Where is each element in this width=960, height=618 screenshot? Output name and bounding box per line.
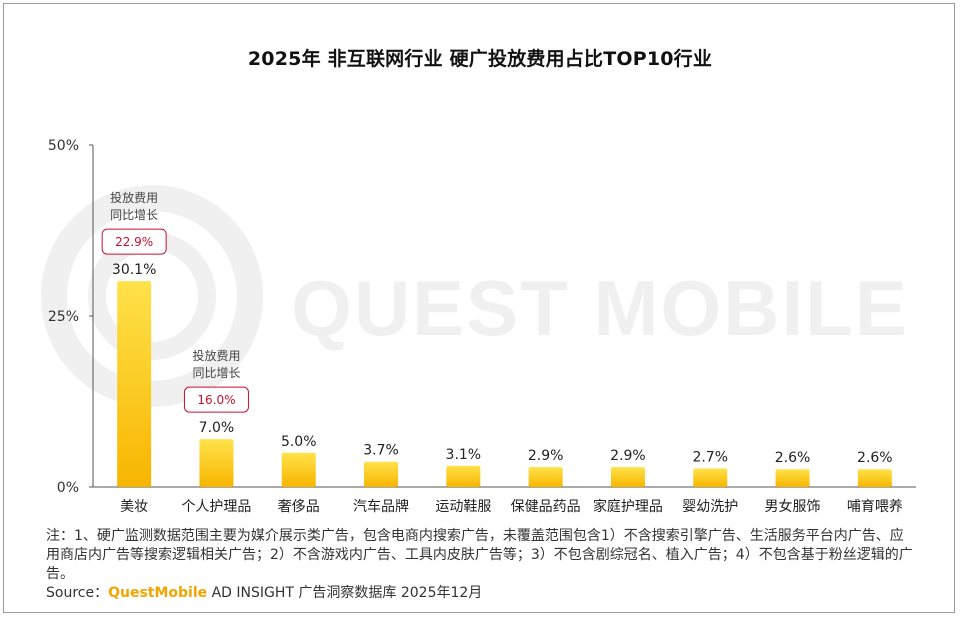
bar: [117, 281, 152, 487]
bar-value-label: 7.0%: [199, 420, 235, 436]
chart-area: QUEST MOBILE 0% 25% 50% 30.1% 美妆 7.0% 个人护理品 5.…: [41, 138, 916, 515]
watermark-logo-ring: [41, 185, 263, 407]
watermark-text: QUEST MOBILE: [291, 264, 909, 352]
y-tick-label: 0%: [57, 480, 79, 496]
x-category-label: 哺育喂养: [847, 499, 903, 515]
growth-caption-line: 投放费用: [192, 348, 240, 363]
x-category-label: 运动鞋服: [435, 499, 491, 515]
bar: [693, 468, 728, 487]
bar-value-label: 2.6%: [857, 450, 893, 466]
x-category-label: 奢侈品: [278, 499, 320, 515]
growth-badge: [101, 228, 167, 255]
bar: [857, 469, 892, 487]
x-category-label: 个人护理品: [181, 499, 251, 515]
source-prefix: Source：: [46, 585, 109, 601]
x-category-label: 美妆: [120, 499, 148, 515]
bar-value-label: 3.1%: [446, 447, 482, 463]
bar-value-label: 3.7%: [363, 443, 399, 459]
watermark: QUEST MOBILE: [41, 185, 909, 407]
chart-frame: [3, 3, 955, 613]
source-line: Source：QuestMobile AD INSIGHT 广告洞察数据库 20…: [46, 584, 916, 603]
x-category-label: 婴幼洗护: [682, 499, 738, 515]
growth-caption-line: 投放费用: [110, 190, 158, 205]
x-category-label: 家庭护理品: [593, 498, 663, 515]
bar-value-label: 30.1%: [112, 262, 156, 278]
watermark-logo-ring-inner: [88, 232, 216, 360]
chart-title: 2025年 非互联网行业 硬广投放费用占比TOP10行业: [247, 48, 713, 70]
x-category-label: 保健品药品: [511, 499, 581, 515]
footnote: 注：1、硬广监测数据范围主要为媒介展示类广告，包含电商内搜索广告，未覆盖范围包含…: [46, 527, 916, 603]
bar: [281, 452, 316, 487]
growth-badge: [183, 386, 249, 413]
y-tick-label: 25%: [48, 309, 79, 325]
bar-value-label: 5.0%: [281, 434, 317, 450]
growth-caption-line: 同比增长: [192, 366, 240, 380]
bar: [199, 439, 234, 487]
y-tick-label: 50%: [48, 138, 79, 154]
bar-value-label: 2.6%: [775, 450, 811, 466]
bar-value-label: 2.9%: [528, 448, 564, 464]
footnote-text: 注：1、硬广监测数据范围主要为媒介展示类广告，包含电商内搜索广告，未覆盖范围包含…: [46, 528, 913, 582]
bar: [528, 467, 563, 487]
bar: [446, 465, 481, 487]
source-brand-logo: QuestMobile: [108, 585, 208, 601]
bar: [775, 469, 810, 487]
growth-caption-line: 同比增长: [110, 208, 158, 222]
x-category-label: 男女服饰: [765, 498, 821, 515]
growth-badge-value: 22.9%: [115, 235, 153, 249]
x-category-label: 汽车品牌: [353, 498, 409, 515]
bar-value-label: 2.7%: [692, 450, 728, 466]
bar: [610, 467, 645, 487]
bar: [364, 461, 399, 487]
growth-badge-value: 16.0%: [197, 393, 235, 407]
bar-value-label: 2.9%: [610, 448, 646, 464]
source-suffix: AD INSIGHT 广告洞察数据库 2025年12月: [211, 585, 483, 601]
